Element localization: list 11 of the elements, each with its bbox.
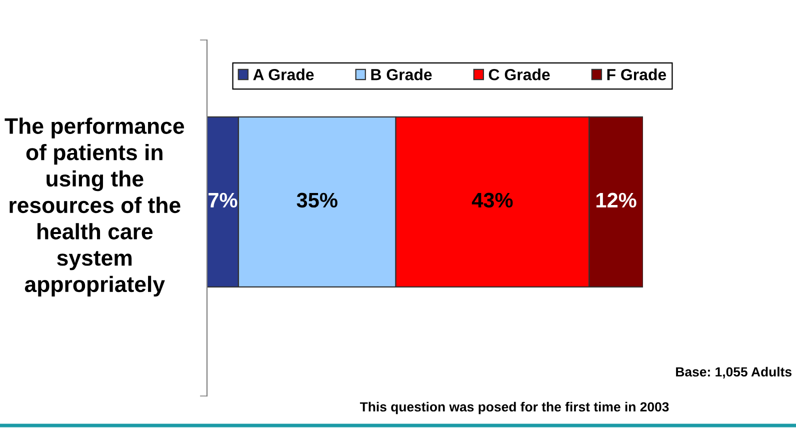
data-label: 43% xyxy=(472,192,513,208)
text: Base: 1,055 Adults xyxy=(676,366,792,378)
legend-label: A Grade xyxy=(253,68,314,80)
legend-label: C Grade xyxy=(488,68,550,80)
data-label: 12% xyxy=(596,192,636,208)
data-label: 35% xyxy=(296,192,338,208)
legend-label: F Grade xyxy=(607,68,666,80)
legend-label: B Grade xyxy=(371,68,432,80)
text: This question was posed for the first time in 2003 xyxy=(360,402,669,414)
data-label: 7% xyxy=(208,192,238,208)
y-tick-label: The performance of patients in using the resources of the health care system appropriately xyxy=(4,118,184,297)
